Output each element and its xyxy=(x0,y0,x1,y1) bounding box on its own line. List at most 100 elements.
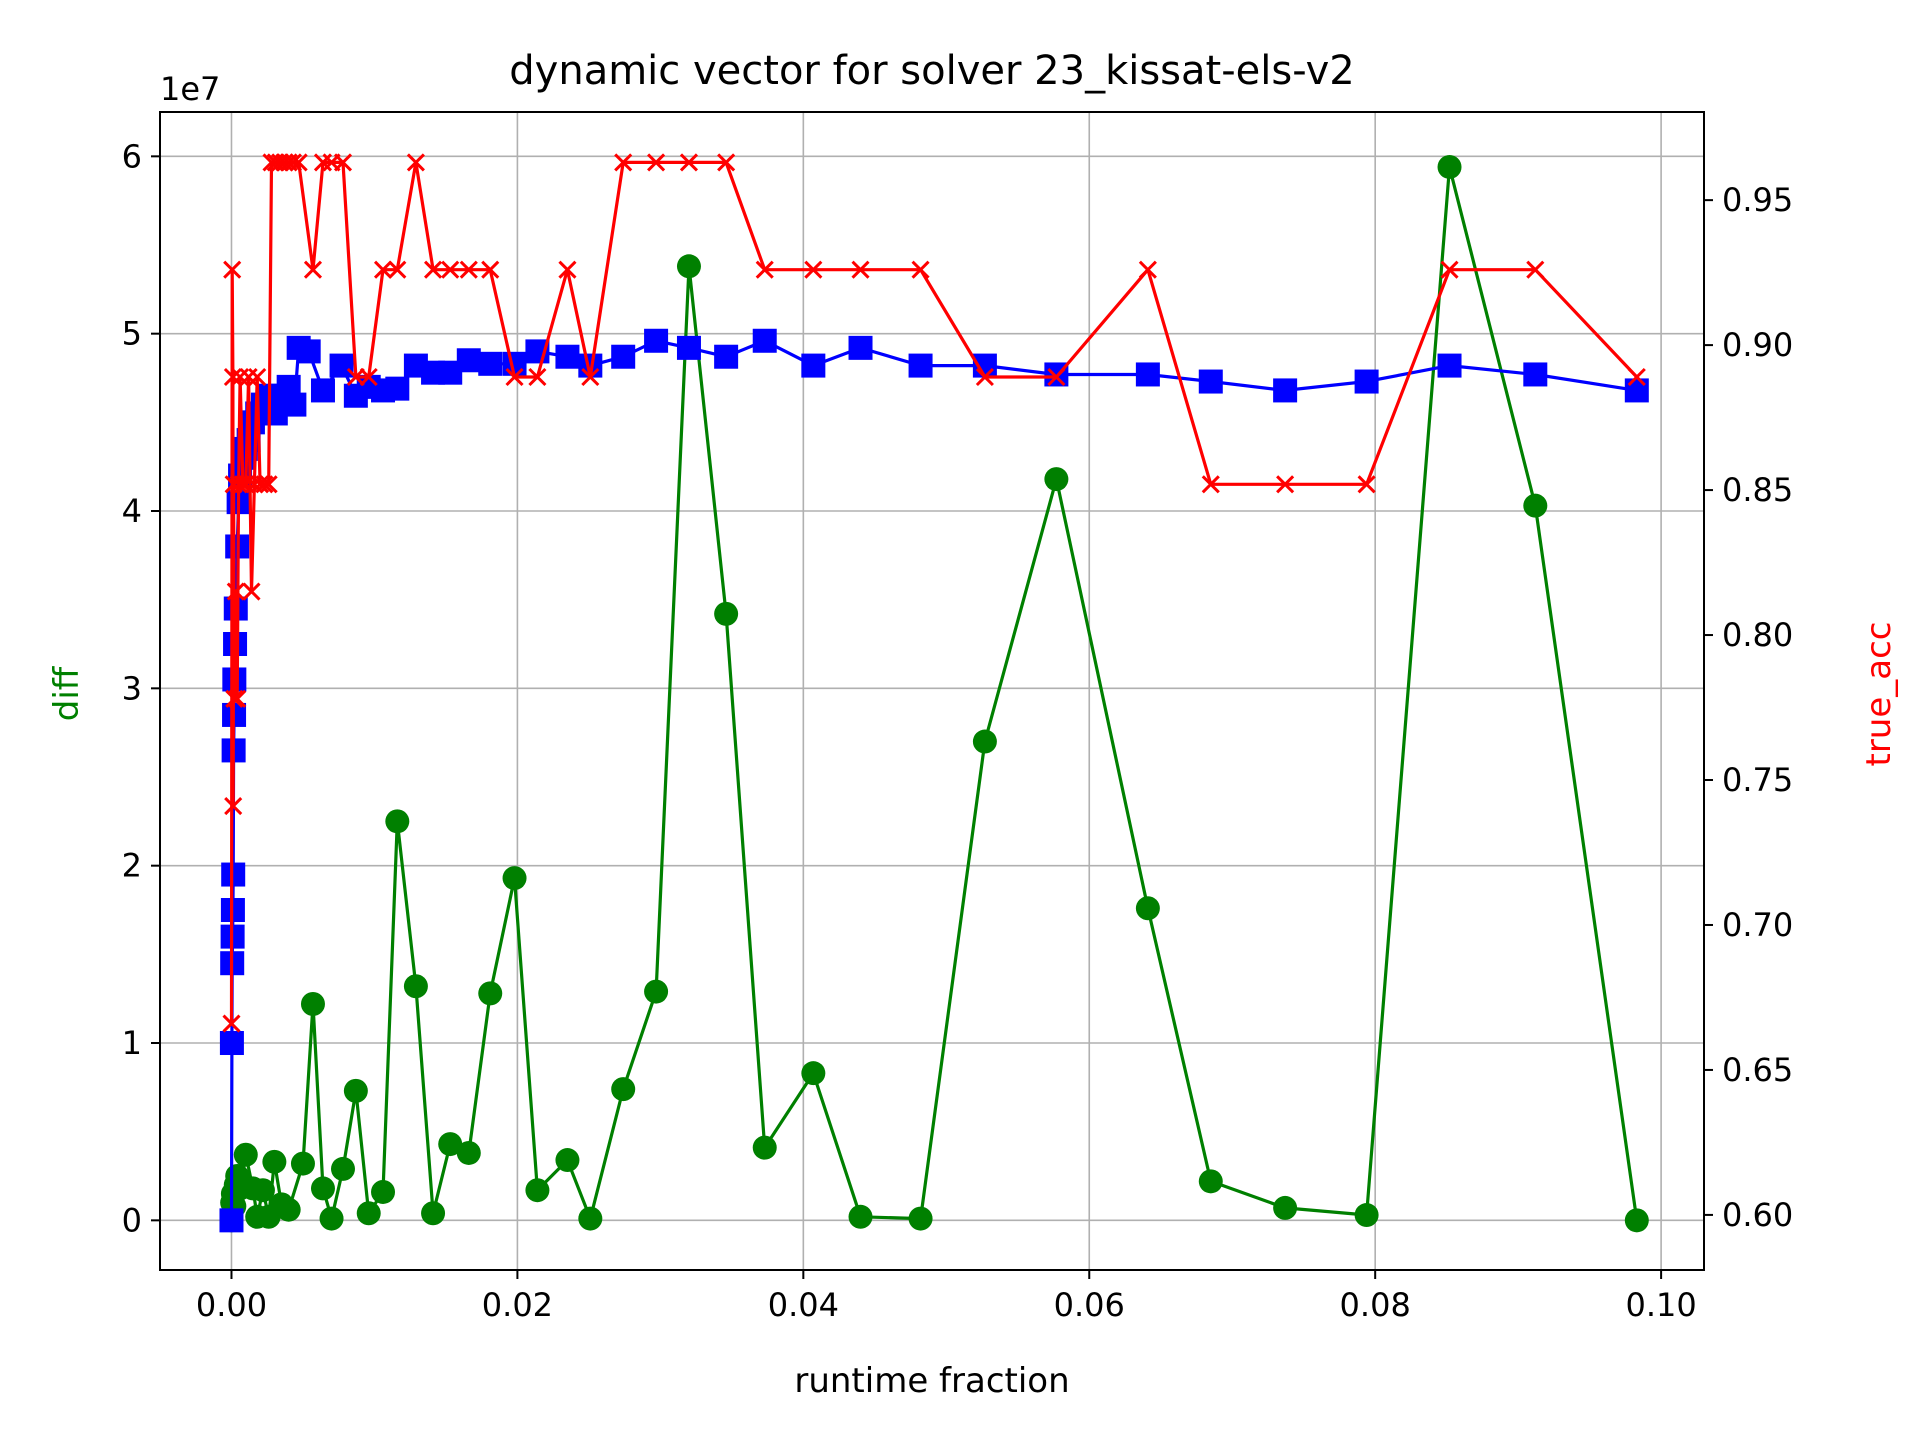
y-right-tick-label: 0.90 xyxy=(1722,326,1793,364)
data-point xyxy=(755,260,774,279)
data-point xyxy=(1627,367,1646,387)
data-point xyxy=(224,797,243,816)
y-right-tick-label: 0.60 xyxy=(1722,1196,1793,1234)
x-tick-label: 0.02 xyxy=(482,1286,553,1324)
data-point xyxy=(908,1206,933,1231)
data-point xyxy=(242,582,261,601)
plot-frame xyxy=(159,111,1705,1271)
data-point xyxy=(290,1151,315,1176)
y-right-tick-label: 0.65 xyxy=(1722,1051,1793,1089)
data-point xyxy=(801,353,826,378)
data-point xyxy=(1273,1195,1298,1220)
data-point xyxy=(359,367,378,387)
data-point xyxy=(1526,260,1545,279)
data-point xyxy=(478,351,503,376)
y-right-tick-label: 0.70 xyxy=(1722,906,1793,944)
data-point xyxy=(1044,467,1069,492)
chart-title: dynamic vector for solver 23_kissat-els-… xyxy=(509,48,1354,94)
y-left-tick-label: 4 xyxy=(122,492,142,530)
data-point xyxy=(385,376,410,401)
y-right-tick-label: 0.85 xyxy=(1722,471,1793,509)
data-point xyxy=(219,1208,244,1233)
data-point xyxy=(558,260,577,279)
right-y-axis: 0.60 0.65 0.70 0.75 0.80 0.85 0.90 0.95 xyxy=(1704,181,1793,1234)
data-point xyxy=(714,601,739,626)
data-point xyxy=(1276,475,1295,494)
data-point xyxy=(223,260,242,279)
x-tick-label: 0.08 xyxy=(1340,1286,1411,1324)
x-axis: 0.00 0.02 0.04 0.06 0.08 0.10 xyxy=(196,1270,1697,1324)
data-point xyxy=(505,367,524,387)
y-left-tick-label: 6 xyxy=(122,137,142,175)
series-line xyxy=(229,160,1638,1024)
data-point xyxy=(908,353,933,378)
data-point xyxy=(300,991,325,1016)
data-point xyxy=(225,689,244,708)
data-point xyxy=(333,153,353,172)
y-left-tick-label: 5 xyxy=(122,315,142,353)
data-point xyxy=(676,254,701,279)
y-left-tick-label: 2 xyxy=(122,847,142,885)
data-point xyxy=(1437,154,1462,179)
x-tick-label: 0.00 xyxy=(196,1286,267,1324)
y-right-tick-label: 0.95 xyxy=(1722,181,1793,219)
data-point xyxy=(222,1014,241,1033)
data-point xyxy=(388,260,407,279)
data-point xyxy=(578,1206,603,1231)
data-point xyxy=(303,260,323,279)
data-point xyxy=(248,367,267,387)
data-point xyxy=(525,1178,550,1203)
data-point xyxy=(329,353,354,378)
data-point xyxy=(1135,896,1160,921)
y-left-tick-label: 0 xyxy=(122,1201,142,1239)
data-point xyxy=(421,1201,446,1226)
data-point xyxy=(456,348,481,373)
data-point xyxy=(975,367,994,387)
data-point xyxy=(289,153,308,172)
data-point xyxy=(679,153,699,172)
data-point xyxy=(1624,1208,1649,1233)
data-point xyxy=(283,153,303,172)
data-point xyxy=(219,1031,244,1056)
data-point xyxy=(801,1061,826,1086)
data-point xyxy=(1273,378,1298,403)
series-circle xyxy=(219,154,1649,1233)
data-point xyxy=(319,1206,344,1231)
data-point xyxy=(752,328,777,353)
data-point xyxy=(1624,378,1649,403)
left-y-axis: 0 1 2 3 4 5 6 xyxy=(122,137,160,1239)
data-point xyxy=(614,153,633,172)
right-y-axis-label: true_acc xyxy=(1859,622,1899,767)
data-point xyxy=(255,475,274,494)
data-point xyxy=(1357,475,1376,494)
data-point xyxy=(848,335,873,360)
y-left-tick-label: 1 xyxy=(122,1024,142,1062)
data-point xyxy=(228,689,247,708)
data-point xyxy=(403,974,428,999)
data-point xyxy=(423,260,443,279)
data-point xyxy=(911,260,930,279)
data-point xyxy=(276,1197,301,1222)
series-layer xyxy=(219,153,1649,1233)
data-point xyxy=(343,1078,368,1103)
data-point xyxy=(555,1148,580,1173)
data-point xyxy=(481,260,500,279)
data-point xyxy=(644,979,669,1004)
data-point xyxy=(581,367,600,387)
data-point xyxy=(528,367,547,387)
data-point xyxy=(752,1135,777,1160)
grid xyxy=(160,112,1704,1270)
data-point xyxy=(356,1201,381,1226)
data-point xyxy=(259,475,278,494)
data-point xyxy=(229,475,248,494)
data-point xyxy=(223,367,242,387)
data-point xyxy=(438,1132,463,1157)
data-point xyxy=(330,1156,355,1181)
data-point xyxy=(1138,260,1157,279)
series-x xyxy=(222,153,1646,1033)
y-right-tick-label: 0.80 xyxy=(1722,616,1793,654)
data-point xyxy=(406,153,425,172)
data-point xyxy=(851,260,870,279)
data-point xyxy=(1523,362,1548,387)
data-point xyxy=(346,367,365,387)
